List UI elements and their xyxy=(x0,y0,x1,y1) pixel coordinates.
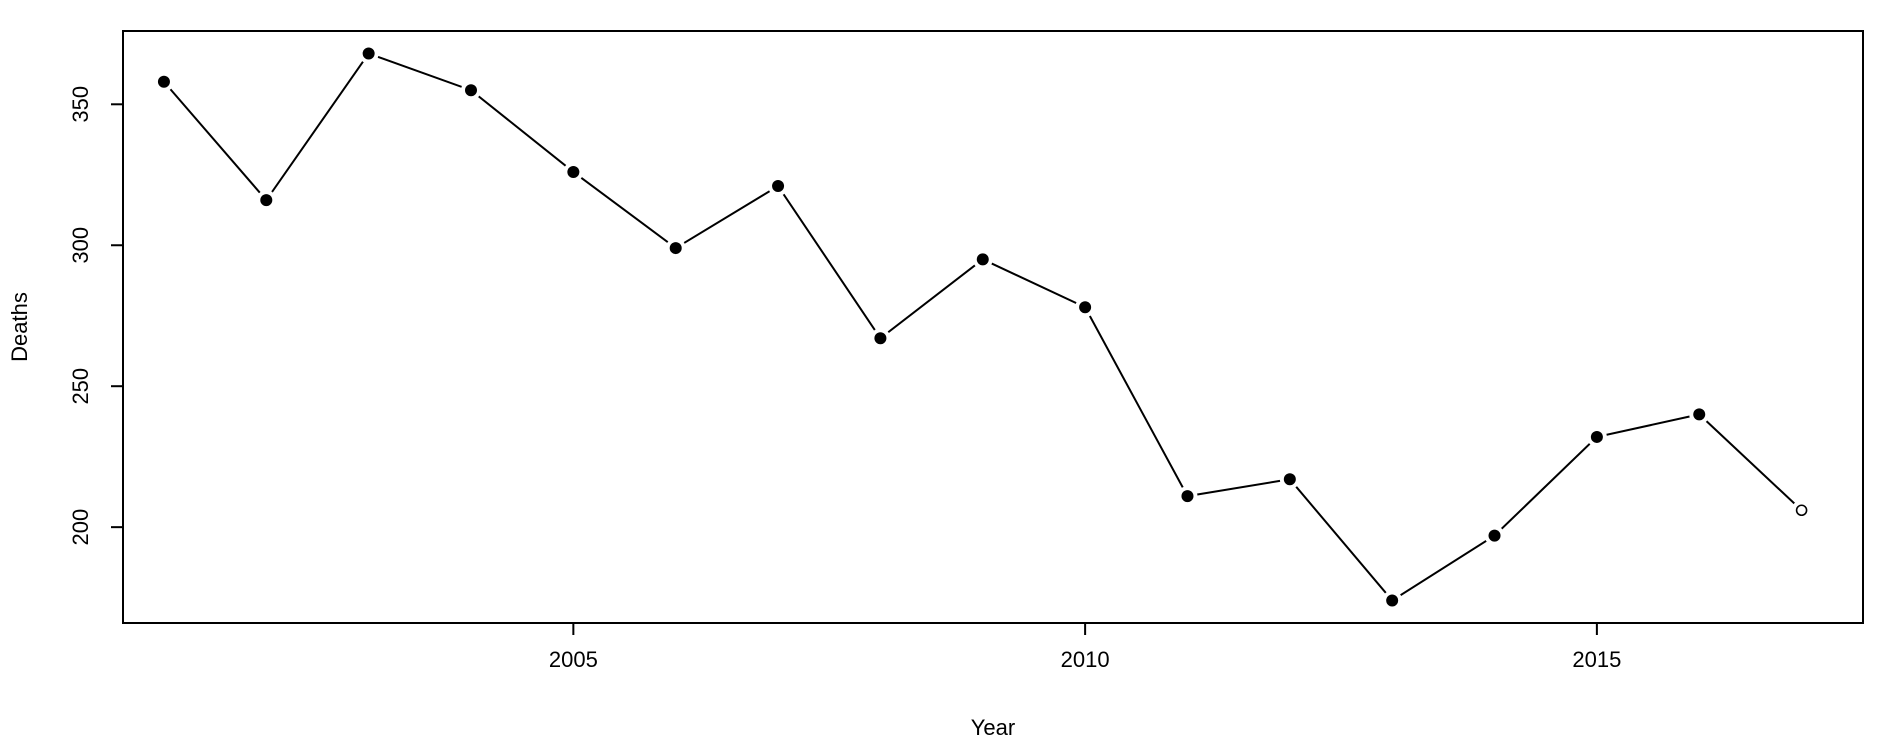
data-point xyxy=(976,253,989,266)
y-axis-label: Deaths xyxy=(7,292,32,362)
data-point xyxy=(157,75,170,88)
plot-frame xyxy=(122,30,1864,624)
series-line xyxy=(163,52,1803,602)
x-tick-label: 2010 xyxy=(1061,647,1110,672)
y-tick-label: 300 xyxy=(68,227,93,264)
data-point xyxy=(772,180,785,193)
data-point xyxy=(669,242,682,255)
series-points xyxy=(153,43,1812,611)
open-data-point xyxy=(1795,504,1808,517)
y-tick-label: 200 xyxy=(68,509,93,546)
data-point xyxy=(1079,301,1092,314)
x-tick-label: 2015 xyxy=(1572,647,1621,672)
data-point xyxy=(1181,490,1194,503)
x-axis: 2005 2010 2015 xyxy=(549,623,1621,672)
data-point xyxy=(1488,529,1501,542)
data-point xyxy=(874,332,887,345)
data-point xyxy=(260,194,273,207)
data-point xyxy=(1283,473,1296,486)
y-tick-label: 350 xyxy=(68,86,93,123)
data-point xyxy=(465,84,477,97)
x-axis-label: Year xyxy=(971,715,1015,740)
data-point xyxy=(1693,408,1706,421)
data-point xyxy=(1590,430,1603,443)
y-axis: 200 250 300 350 xyxy=(68,86,123,546)
y-tick-label: 250 xyxy=(68,368,93,405)
x-tick-label: 2005 xyxy=(549,647,598,672)
data-point xyxy=(1386,594,1399,607)
data-point xyxy=(362,47,375,60)
data-point xyxy=(567,165,580,178)
